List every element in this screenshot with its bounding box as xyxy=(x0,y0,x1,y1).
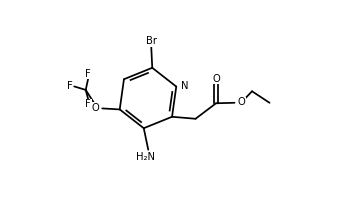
Text: F: F xyxy=(85,99,91,109)
Text: O: O xyxy=(212,74,220,84)
Text: F: F xyxy=(85,69,91,79)
Text: N: N xyxy=(181,81,189,91)
Text: H₂N: H₂N xyxy=(136,152,155,162)
Text: F: F xyxy=(67,81,73,91)
Text: O: O xyxy=(91,103,99,113)
Text: O: O xyxy=(237,97,245,107)
Text: Br: Br xyxy=(146,36,157,46)
